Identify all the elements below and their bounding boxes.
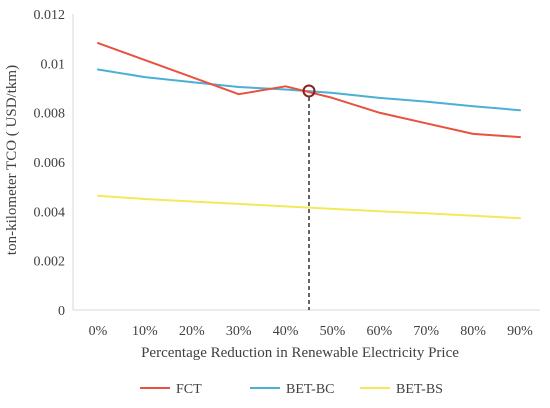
legend-label-fct: FCT	[176, 382, 202, 397]
legend-label-bet-bc: BET-BC	[286, 382, 335, 397]
x-tick-label: 40%	[273, 324, 299, 339]
y-axis-title: ton-kilometer TCO ( USD/tkm)	[4, 65, 20, 255]
y-tick-label: 0	[58, 304, 65, 319]
y-tick-label: 0.006	[34, 156, 66, 171]
legend: FCT BET-BC BET-BS	[140, 382, 443, 397]
intersection-marker	[302, 84, 316, 98]
x-axis-title: Percentage Reduction in Renewable Electr…	[141, 345, 459, 361]
y-tick-label: 0.01	[41, 57, 66, 72]
axes: 0 0.002 0.004 0.006 0.008 0.01 0.012 0% 10% 20% 30…	[34, 8, 540, 339]
x-tick-label: 50%	[320, 324, 346, 339]
x-tick-label: 0%	[89, 324, 108, 339]
x-tick-label: 80%	[460, 324, 486, 339]
legend-label-bet-bs: BET-BS	[396, 382, 443, 397]
series-line-fct	[97, 42, 521, 139]
labels-group: Percentage Reduction in Renewable Electr…	[4, 65, 459, 361]
x-tick-label: 60%	[366, 324, 392, 339]
annotation-group	[302, 84, 316, 310]
y-tick-label: 0.002	[34, 255, 66, 270]
series-group	[97, 42, 521, 220]
x-tick-label: 20%	[179, 324, 205, 339]
x-tick-label: 10%	[132, 324, 158, 339]
y-tick-label: 0.012	[34, 8, 66, 23]
x-tick-label: 30%	[226, 324, 252, 339]
x-tick-label: 90%	[507, 324, 533, 339]
x-tick-label: 70%	[413, 324, 439, 339]
series-line-bet-bs	[97, 194, 521, 220]
y-tick-label: 0.008	[34, 107, 66, 122]
y-tick-label: 0.004	[34, 205, 66, 220]
